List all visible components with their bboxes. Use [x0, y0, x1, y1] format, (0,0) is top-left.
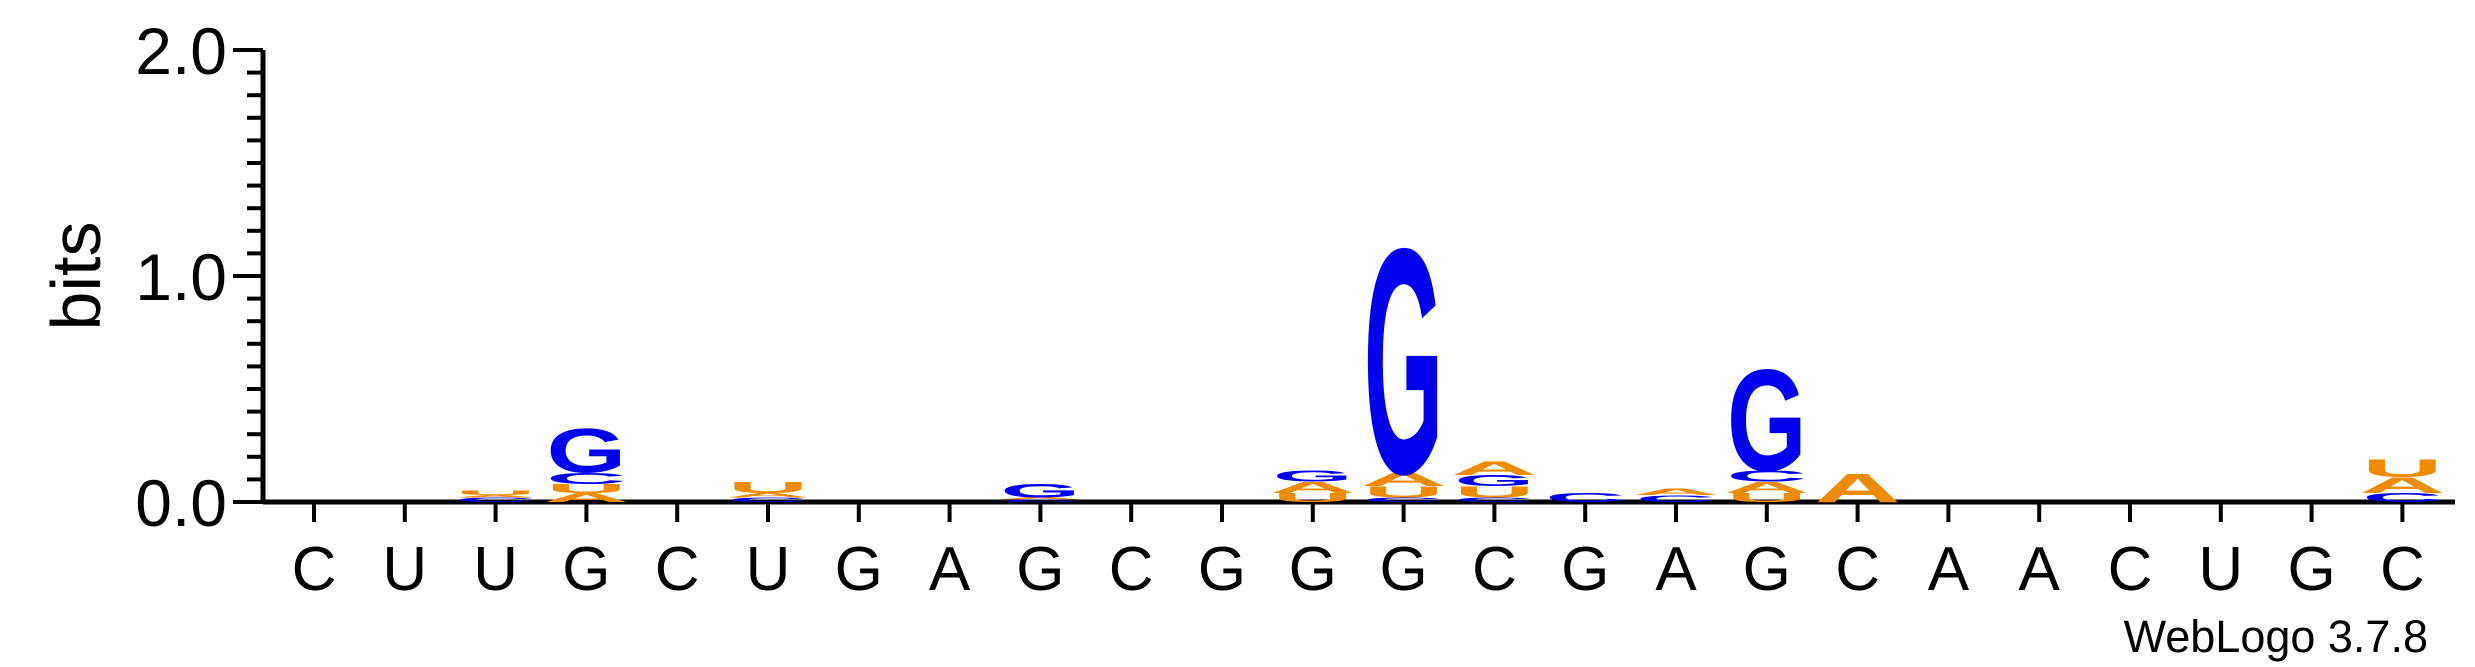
x-tick-label: G: [1743, 535, 1791, 604]
y-axis-label: bits: [37, 222, 115, 331]
glyph-A: A: [997, 497, 1083, 501]
x-tick-label: G: [835, 535, 883, 604]
glyph-A: A: [1633, 487, 1719, 498]
glyph-G: G: [547, 416, 627, 486]
x-tick-label: C: [1109, 535, 1154, 604]
glyph-U: U: [455, 490, 535, 497]
x-tick-label: A: [2019, 535, 2061, 604]
glyph-C: C: [728, 496, 808, 503]
x-tick-label: G: [1198, 535, 1246, 604]
glyph-A: A: [2359, 473, 2445, 498]
glyph-C: C: [546, 470, 626, 488]
x-tick-label: U: [473, 535, 518, 604]
x-tick-label: G: [2287, 535, 2335, 604]
glyph-U: U: [728, 479, 808, 497]
glyph-U: U: [1727, 491, 1807, 505]
glyph-A: A: [1360, 469, 1446, 490]
glyph-G: G: [1727, 339, 1807, 502]
glyph-C: C: [2362, 491, 2442, 505]
x-tick-label: A: [1928, 535, 1970, 604]
x-tick-label: U: [746, 535, 791, 604]
glyph-C: C: [1545, 491, 1625, 505]
glyph-A: A: [1270, 479, 1356, 497]
glyph-G: G: [1273, 467, 1353, 485]
glyph-A: A: [543, 491, 629, 505]
glyph-G: G: [1001, 480, 1081, 501]
glyph-C: C: [455, 496, 535, 503]
glyph-G: G: [1455, 472, 1535, 490]
x-tick-label: G: [1561, 535, 1609, 604]
y-tick-label: 2.0: [135, 14, 227, 88]
x-tick-label: A: [1655, 535, 1697, 604]
y-tick-label: 0.0: [135, 466, 227, 540]
glyph-A: A: [1451, 458, 1537, 479]
glyph-A: A: [1724, 479, 1810, 497]
x-tick-label: C: [292, 535, 337, 604]
watermark-label: WebLogo 3.7.8: [2124, 611, 2428, 662]
x-tick-label: G: [1016, 535, 1064, 604]
glyph-U: U: [1454, 483, 1534, 501]
glyph-U: U: [546, 481, 626, 495]
x-tick-label: G: [562, 535, 610, 604]
x-tick-label: C: [2108, 535, 2153, 604]
x-tick-label: A: [929, 535, 971, 604]
x-tick-label: G: [1289, 535, 1337, 604]
glyph-C: C: [1363, 496, 1443, 503]
glyph-C: C: [1454, 496, 1534, 503]
glyph-C: C: [1000, 499, 1080, 503]
glyph-A: A: [725, 492, 811, 499]
y-tick-label: 1.0: [135, 240, 227, 314]
glyph-A: A: [452, 495, 538, 499]
glyph-U: U: [1273, 491, 1353, 505]
x-tick-label: U: [382, 535, 427, 604]
x-tick-label: G: [1379, 535, 1427, 604]
x-tick-label: C: [655, 535, 700, 604]
glyph-G: G: [1364, 182, 1444, 542]
x-tick-label: C: [1835, 535, 1880, 604]
y-tick-group: 0.0 1.0 2.0: [135, 14, 263, 540]
x-tick-label: C: [2380, 535, 2425, 604]
glyph-U: U: [2362, 455, 2442, 483]
glyph-C: C: [1727, 467, 1807, 485]
glyph-U: U: [1363, 483, 1443, 501]
x-tick-label: U: [2198, 535, 2243, 604]
glyph-C: C: [1636, 493, 1716, 504]
x-tick-label: C: [1472, 535, 1517, 604]
